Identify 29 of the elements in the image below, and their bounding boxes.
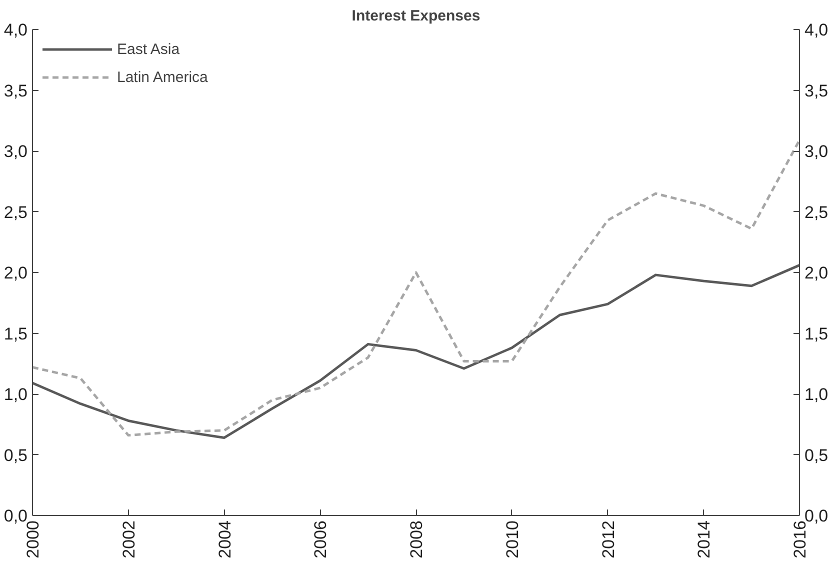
x-tick-label: 2006 — [311, 520, 330, 558]
y2-tick-label: 2,0 — [804, 264, 828, 282]
y2-tick-label: 1,5 — [804, 324, 828, 344]
line-series — [32, 264, 800, 439]
x-tick-label: 2012 — [598, 520, 618, 558]
x-tick-label: 2004 — [215, 520, 234, 558]
y2-tick-label: 3,5 — [804, 81, 828, 100]
y-tick-label: 4,0 — [4, 20, 28, 40]
legend-label: East Asia — [117, 40, 180, 58]
chart-title: Interest Expenses — [352, 8, 480, 24]
y-tick-label: 2,5 — [4, 202, 28, 222]
y2-tick-label: 2,5 — [804, 202, 828, 222]
x-tick-label: 2010 — [502, 520, 522, 558]
y2-tick-label: 0,0 — [804, 506, 828, 526]
y2-tick-label: 4,0 — [804, 20, 828, 40]
x-tick-label: 2008 — [407, 520, 426, 558]
legend-label: Latin America — [117, 68, 208, 86]
y-tick-label: 2,0 — [4, 264, 28, 282]
y-tick-label: 0,5 — [4, 446, 28, 465]
line-series — [32, 138, 800, 437]
y2-tick-label: 0,5 — [804, 446, 828, 465]
y2-tick-label: 3,0 — [804, 142, 828, 161]
y-tick-label: 1,5 — [4, 324, 28, 344]
y-tick-label: 1,0 — [4, 385, 28, 404]
x-tick-label: 2002 — [119, 520, 138, 558]
x-tick-label: 2014 — [694, 520, 714, 558]
y-tick-label: 3,5 — [4, 81, 28, 100]
y-tick-label: 3,0 — [4, 142, 28, 161]
y2-tick-label: 1,0 — [804, 385, 828, 404]
